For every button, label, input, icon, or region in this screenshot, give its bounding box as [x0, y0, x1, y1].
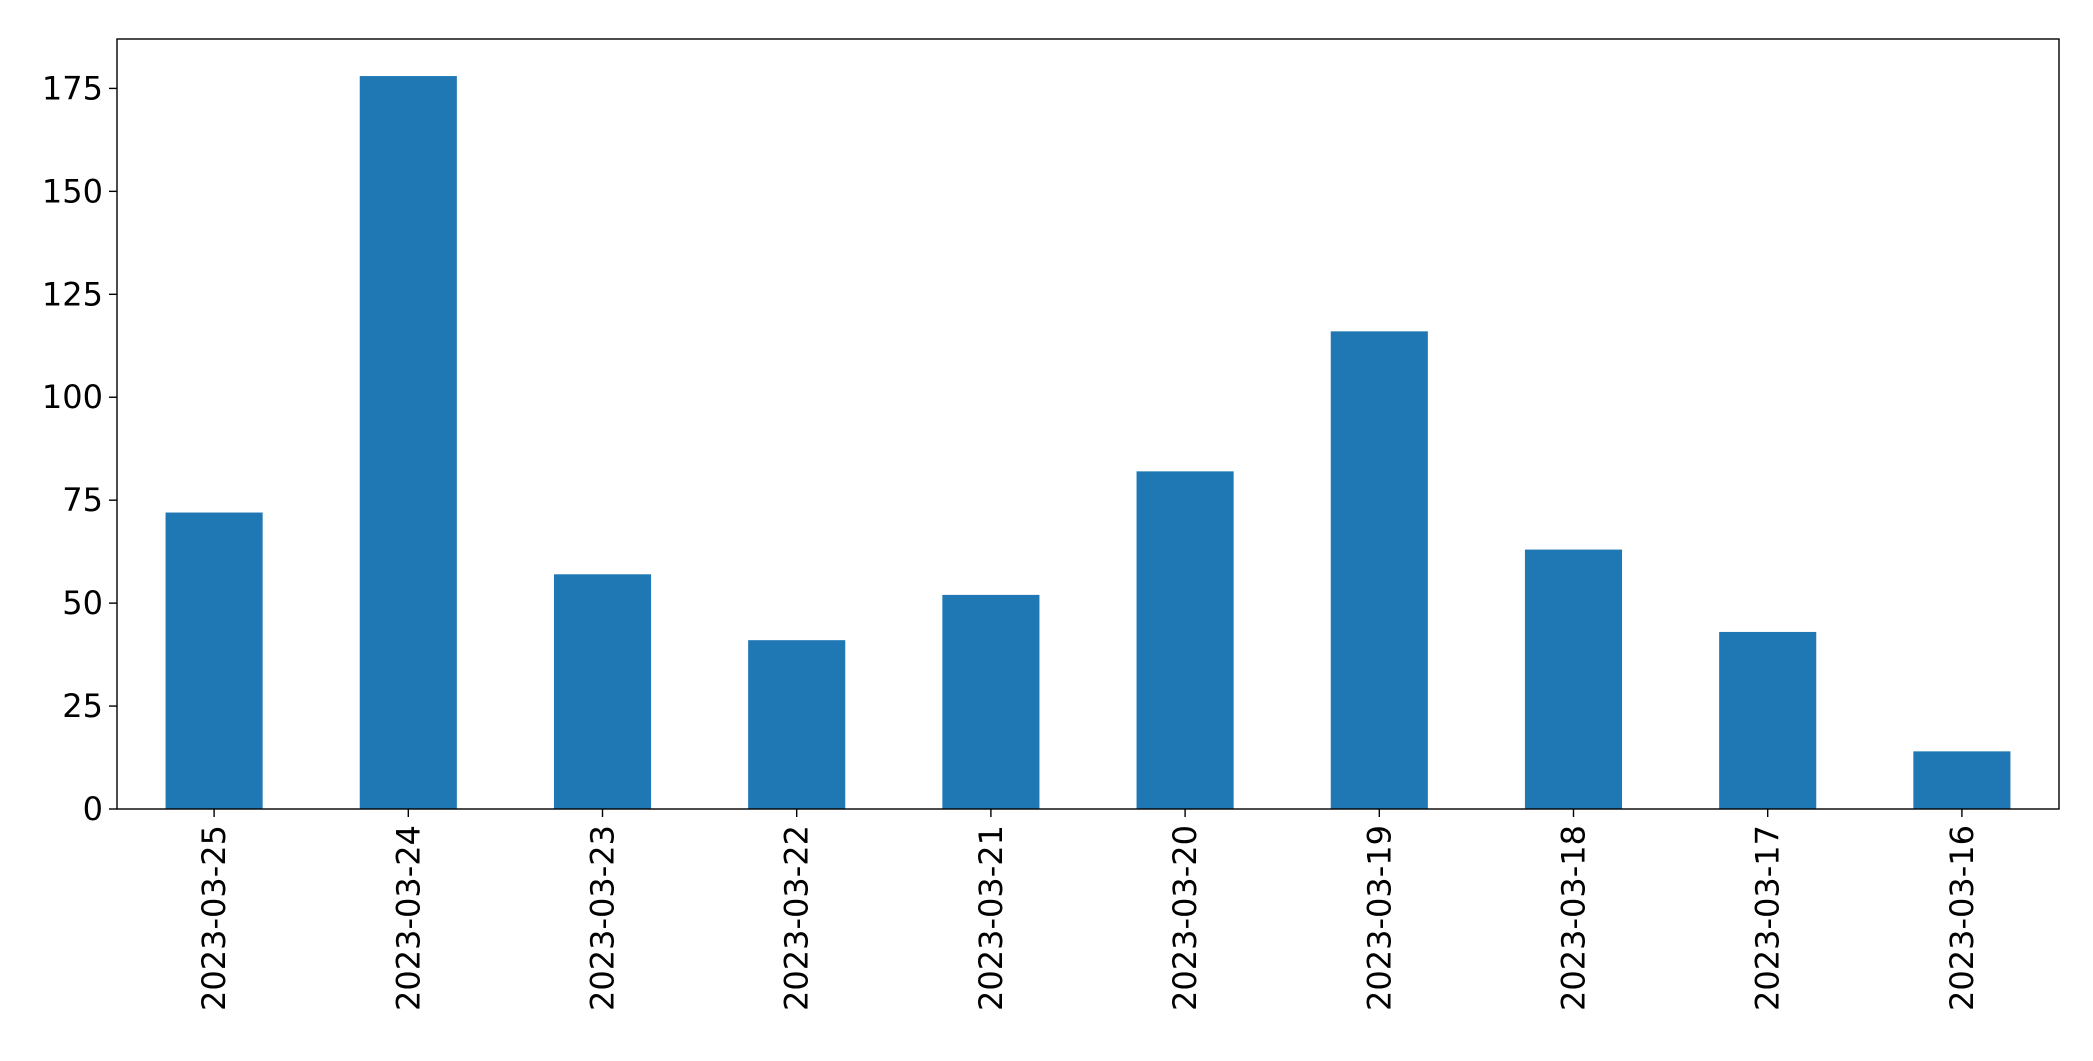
plot-frame [116, 38, 2060, 810]
y-tick-label: 150 [42, 172, 103, 210]
x-tick-label: 2023-03-17 [1749, 825, 1787, 1011]
bar-2023-03-20 [1136, 471, 1234, 809]
x-tick-label: 2023-03-21 [972, 825, 1010, 1011]
x-tick-label: 2023-03-19 [1360, 825, 1398, 1011]
x-tick-label: 2023-03-16 [1943, 825, 1981, 1011]
x-axis-ticks: 2023-03-25 2023-03-24 2023-03-23 2023-03-22… [195, 809, 1981, 1011]
y-tick-label: 100 [42, 378, 103, 416]
bar-2023-03-25 [165, 512, 263, 809]
bar-2023-03-22 [748, 640, 846, 809]
bar-2023-03-21 [942, 594, 1040, 809]
y-tick-label: 25 [62, 687, 103, 725]
bar-2023-03-24 [359, 76, 457, 809]
y-axis-ticks: 0 25 50 75 100 125 150 175 [42, 69, 117, 828]
y-tick-label: 50 [62, 584, 103, 622]
bar-2023-03-23 [553, 574, 652, 809]
bar-2023-03-17 [1719, 631, 1817, 809]
y-tick-label: 175 [42, 69, 103, 107]
bar-2023-03-18 [1524, 549, 1623, 809]
y-tick-label: 0 [83, 790, 103, 828]
y-tick-label: 75 [62, 481, 103, 519]
x-tick-label: 2023-03-20 [1166, 825, 1204, 1011]
x-tick-label: 2023-03-18 [1555, 825, 1593, 1011]
bars-group [165, 76, 2011, 809]
x-tick-label: 2023-03-22 [778, 825, 816, 1011]
bar-2023-03-16 [1913, 751, 2011, 809]
x-tick-label: 2023-03-23 [584, 825, 622, 1011]
y-tick-label: 125 [42, 275, 103, 313]
x-tick-label: 2023-03-24 [389, 825, 427, 1011]
bar-2023-03-19 [1330, 331, 1428, 809]
x-tick-label: 2023-03-25 [195, 825, 233, 1011]
